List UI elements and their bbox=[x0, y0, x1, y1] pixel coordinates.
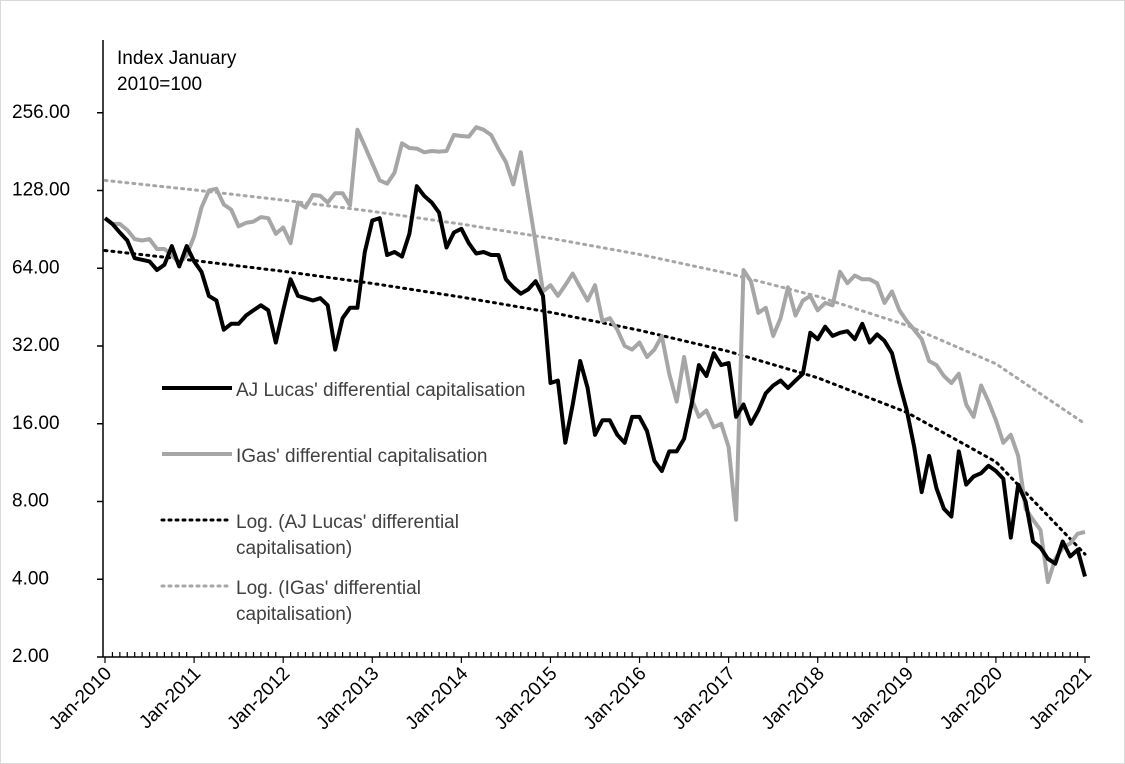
x-tick-label: Jan-2020 bbox=[936, 663, 1007, 734]
y-tick-label: 16.00 bbox=[12, 413, 60, 434]
y-tick-label: 4.00 bbox=[12, 568, 49, 589]
x-tick-label: Jan-2017 bbox=[669, 663, 740, 734]
y-tick-label: 8.00 bbox=[12, 491, 49, 512]
legend-swatch bbox=[162, 452, 232, 456]
x-tick-label: Jan-2016 bbox=[580, 663, 651, 734]
x-tick-label: Jan-2019 bbox=[847, 663, 918, 734]
y-axis-title: Index January 2010=100 bbox=[117, 48, 237, 95]
series-line bbox=[103, 184, 1087, 578]
legend-swatch bbox=[160, 518, 234, 522]
legend-label: Log. (AJ Lucas' differential capitalisat… bbox=[236, 512, 459, 559]
legend-label: IGas' differential capitalisation bbox=[236, 446, 488, 467]
x-tick-label: Jan-2014 bbox=[402, 663, 473, 734]
legend-item: Log. (AJ Lucas' differential capitalisat… bbox=[160, 510, 540, 562]
series-line bbox=[103, 125, 1086, 585]
x-tick-label: Jan-2018 bbox=[758, 663, 829, 734]
x-tick-label: Jan-2011 bbox=[135, 663, 205, 733]
x-tick-label: Jan-2015 bbox=[491, 663, 562, 734]
x-tick-label: Jan-2021 bbox=[1025, 663, 1096, 734]
x-tick-label: Jan-2013 bbox=[312, 663, 383, 734]
legend-item: Log. (IGas' differential capitalisation) bbox=[160, 576, 540, 628]
x-tick-label: Jan-2010 bbox=[45, 663, 116, 734]
x-tick-label: Jan-2012 bbox=[223, 663, 294, 734]
y-tick-label: 32.00 bbox=[12, 335, 60, 356]
series-line bbox=[103, 178, 1087, 426]
y-tick-label: 128.00 bbox=[12, 180, 70, 201]
y-tick-label: 64.00 bbox=[12, 257, 60, 278]
legend-item: AJ Lucas' differential capitalisation bbox=[160, 378, 540, 404]
legend-item: IGas' differential capitalisation bbox=[160, 444, 540, 470]
legend-label: Log. (IGas' differential capitalisation) bbox=[236, 578, 421, 625]
y-tick-label: 2.00 bbox=[12, 646, 49, 667]
y-tick-label: 256.00 bbox=[12, 102, 70, 123]
legend-label: AJ Lucas' differential capitalisation bbox=[236, 380, 526, 401]
series-line bbox=[103, 249, 1087, 556]
legend-swatch bbox=[162, 386, 232, 390]
legend-swatch bbox=[160, 584, 234, 588]
